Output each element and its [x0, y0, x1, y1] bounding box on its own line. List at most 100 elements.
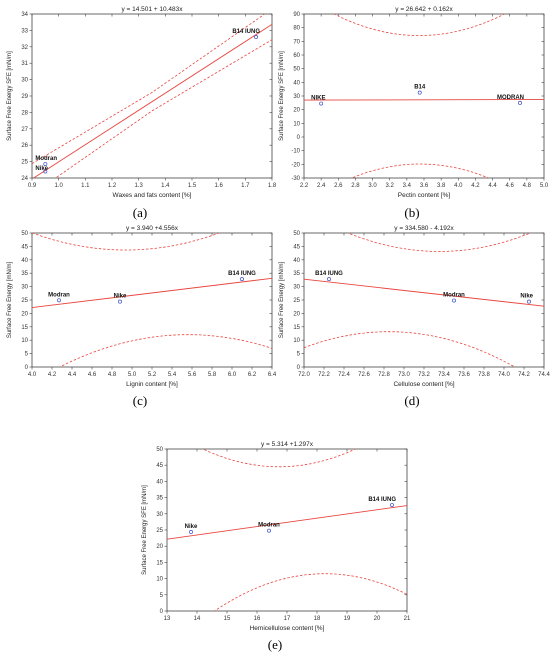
y-tick-label: 27 — [21, 127, 28, 133]
y-tick-label: 10 — [293, 338, 300, 344]
y-tick-label: 34 — [21, 12, 28, 18]
data-point — [327, 277, 331, 282]
x-tick-label: 1.1 — [81, 183, 90, 189]
regression-line — [304, 278, 544, 307]
data-point — [452, 298, 456, 303]
chart-title: y = 334.580 - 4.192x — [394, 225, 454, 232]
x-tick-label: 4.2 — [48, 372, 57, 378]
point-label: Nike — [35, 166, 48, 172]
y-tick-label: 24 — [21, 176, 28, 182]
x-tick-label: 13 — [164, 616, 171, 622]
y-tick-label: 70 — [293, 39, 300, 45]
chart-c: y = 3.940 +4.556x 4.0 4.2 4.4 4.6 4.8 5.0 5.2 5.… — [7, 225, 277, 388]
y-tick-label: 35 — [21, 271, 28, 277]
chart-title: y = 3.940 +4.556x — [126, 225, 179, 232]
x-tick-label: 74.2 — [518, 372, 530, 378]
y-tick-label: 28 — [21, 110, 28, 116]
panel-c: y = 3.940 +4.556x 4.0 4.2 4.4 4.6 4.8 5.0 5.2 5.… — [4, 221, 277, 438]
y-tick-label: 30 — [293, 94, 300, 100]
y-tick-label: 60 — [293, 53, 300, 59]
x-tick-label: 5.2 — [148, 372, 157, 378]
point-label: Nike — [520, 294, 533, 300]
chart-a: y = 14.501 + 10.483x 0.9 1.0 1.1 1.2 1.3 1.4 1.… — [7, 6, 277, 199]
point-label: MODRAN — [497, 95, 524, 101]
upper-confidence-band — [32, 233, 221, 251]
x-tick-label: 3.0 — [368, 183, 377, 189]
y-tick-label: 50 — [293, 231, 300, 237]
x-tick-label: 0.9 — [28, 183, 37, 189]
y-tick-label: 50 — [156, 447, 163, 453]
x-tick-label: 1.8 — [268, 183, 277, 189]
panel-label-a: (a) — [132, 205, 148, 220]
chart-title: y = 26.642 + 0.162x — [395, 6, 453, 13]
x-tick-label: 5.6 — [188, 372, 197, 378]
point-label: Modran — [35, 156, 57, 162]
x-tick-label: 1.7 — [241, 183, 250, 189]
x-tick-label: 3.4 — [403, 183, 412, 189]
y-tick-label: 20 — [293, 108, 300, 114]
x-tick-label: 1.2 — [108, 183, 117, 189]
x-tick-label: 6.2 — [248, 372, 257, 378]
x-tick-label: 73.8 — [478, 372, 490, 378]
x-axis-label: Waxes and fats content [%] — [113, 192, 192, 199]
y-tick-label: 20 — [156, 544, 163, 550]
y-tick-label: 30 — [21, 78, 28, 84]
x-axis-label: Lignin content [%] — [126, 381, 178, 388]
x-tick-label: 1.0 — [54, 183, 63, 189]
point-label: B14 IUNG — [368, 497, 396, 503]
x-tick-label: 4.0 — [454, 183, 463, 189]
panel-e: y = 5.314 +1.297x 13 14 15 16 17 18 19 20 21 0 5 10 1… — [139, 437, 411, 654]
x-tick-label: 4.4 — [68, 372, 77, 378]
y-tick-label: 15 — [156, 560, 163, 566]
lower-confidence-band — [54, 39, 272, 178]
y-tick-label: -30 — [291, 176, 300, 182]
panel-label-e: (e) — [267, 637, 283, 652]
x-tick-label: 16 — [254, 616, 261, 622]
data-point — [254, 35, 258, 39]
panel-a: y = 14.501 + 10.483x 0.9 1.0 1.1 1.2 1.3 1.4 1.… — [4, 2, 277, 220]
y-tick-label: 0 — [297, 135, 301, 141]
plot-area — [32, 14, 272, 178]
y-tick-label: 25 — [21, 298, 28, 304]
point-label: B14 IUNG — [228, 271, 256, 277]
y-tick-label: 30 — [293, 285, 300, 291]
y-tick-label: 33 — [21, 28, 28, 34]
x-tick-label: 18 — [314, 616, 321, 622]
y-axis-label: Surface Free Energy [mN/m] — [7, 261, 13, 338]
x-tick-label: 72.2 — [318, 372, 330, 378]
x-tick-label: 72.4 — [338, 372, 350, 378]
point-label: NIKE — [311, 96, 325, 102]
y-tick-label: 35 — [156, 496, 163, 502]
data-point — [118, 299, 122, 304]
upper-confidence-band — [333, 14, 506, 36]
panel-d: y = 334.580 - 4.192x 72.0 72.2 72.4 72.6 72.8… — [276, 221, 550, 438]
point-label: Nike — [114, 294, 127, 300]
regression-line — [304, 99, 544, 101]
plot-frame — [31, 232, 273, 368]
data-point — [43, 162, 48, 167]
x-tick-label: 4.6 — [88, 372, 97, 378]
x-tick-label: 19 — [344, 616, 351, 622]
plot-area — [304, 14, 544, 178]
plot-area — [167, 449, 407, 611]
x-tick-label: 73.2 — [418, 372, 430, 378]
x-tick-label: 5.4 — [168, 372, 177, 378]
x-tick-label: 4.4 — [488, 183, 497, 189]
x-tick-label: 2.6 — [334, 183, 343, 189]
panel-b: y = 26.642 + 0.162x 2.2 2.4 2.6 2.8 3.0 3.2 3.4… — [276, 2, 549, 220]
x-tick-label: 5.0 — [540, 183, 549, 189]
x-tick-label: 73.0 — [398, 372, 410, 378]
x-tick-label: 3.8 — [437, 183, 446, 189]
y-tick-label: 32 — [21, 45, 28, 51]
x-axis-label: Pectin content [%] — [398, 192, 451, 199]
data-point — [189, 529, 193, 534]
regression-line — [32, 23, 272, 178]
point-label: Modran — [48, 292, 70, 298]
data-point — [518, 100, 522, 105]
upper-confidence-band — [32, 14, 266, 165]
y-tick-label: -10 — [291, 149, 300, 155]
x-tick-label: 72.6 — [358, 372, 370, 378]
y-tick-label: 5 — [297, 352, 301, 358]
panel-label-b: (b) — [404, 205, 420, 220]
chart-d: y = 334.580 - 4.192x 72.0 72.2 72.4 72.6 72.8… — [279, 225, 550, 388]
